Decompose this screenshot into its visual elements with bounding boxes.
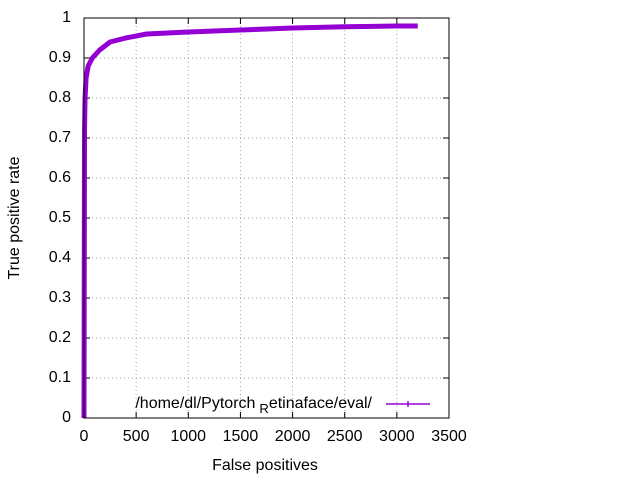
- y-tick-label: 0.5: [49, 209, 71, 226]
- y-tick-label: 0.6: [49, 169, 71, 186]
- plot-border: [83, 17, 450, 419]
- x-tick-label: 3500: [431, 428, 467, 445]
- legend-label: /home/dl/Pytorch Retinaface/eval/: [135, 395, 372, 416]
- y-tick-label: 1: [62, 9, 71, 26]
- x-tick-label: 3000: [379, 428, 415, 445]
- x-tick-label: 1000: [170, 428, 206, 445]
- y-tick-label: 0: [62, 409, 71, 426]
- y-tick-label: 0.9: [49, 49, 71, 66]
- y-axis-label: True positive rate: [6, 156, 23, 279]
- y-tick-label: 0.8: [49, 89, 71, 106]
- x-tick-label: 2500: [327, 428, 363, 445]
- y-tick-label: 0.3: [49, 289, 71, 306]
- x-tick-label: 500: [123, 428, 150, 445]
- y-tick-label: 0.1: [49, 369, 71, 386]
- y-tick-label: 0.4: [49, 249, 71, 266]
- x-axis-label: False positives: [212, 457, 318, 474]
- data-line: [81, 23, 418, 419]
- x-tick-label: 2000: [275, 428, 311, 445]
- y-tick-label: 0.2: [49, 329, 71, 346]
- y-tick-label: 0.7: [49, 129, 71, 146]
- x-tick-label: 0: [80, 428, 89, 445]
- x-tick-label: 1500: [223, 428, 259, 445]
